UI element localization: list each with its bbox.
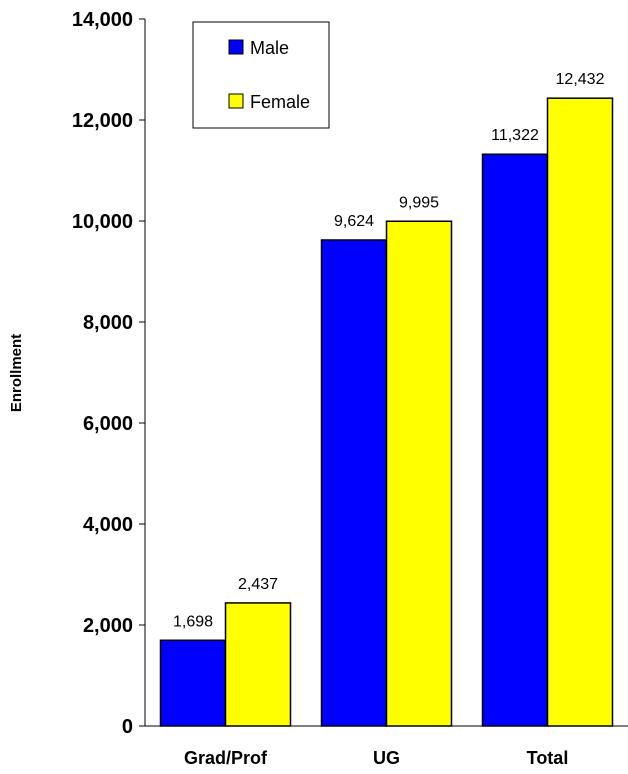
legend-swatch-female: [228, 93, 244, 109]
bar-female-1: [385, 220, 453, 727]
y-tick-label: 10,000: [72, 211, 133, 233]
data-label-male-2: 11,322: [491, 127, 539, 144]
bars: [159, 97, 614, 727]
data-labels: 1,698 2,437 9,624 9,995 11,322 12,432: [173, 71, 605, 630]
y-tick-label: 12,000: [72, 110, 133, 132]
data-label-female-0: 2,437: [238, 576, 278, 593]
bar-female-2: [546, 97, 614, 727]
y-tick-label: 4,000: [83, 514, 133, 536]
x-category-label: Grad/Prof: [184, 748, 268, 768]
legend: Male Female: [192, 21, 330, 129]
bar-male-1: [320, 239, 388, 727]
legend-swatch-male: [228, 39, 244, 55]
data-label-male-0: 1,698: [173, 613, 213, 630]
legend-box: [192, 21, 330, 129]
bar-male-2: [481, 153, 549, 727]
category-labels: Grad/Prof UG Total: [184, 748, 568, 768]
x-category-label: UG: [373, 748, 400, 768]
bar-male-0: [159, 639, 227, 727]
y-tick-label: 0: [122, 716, 133, 738]
x-category-label: Total: [527, 748, 569, 768]
y-axis-title: Enrollment: [8, 334, 25, 412]
data-label-female-1: 9,995: [399, 194, 439, 211]
data-label-female-2: 12,432: [556, 71, 605, 88]
y-axis-ticks: 0 2,000 4,000 6,000 8,000 10,000 12,000 14,000: [72, 9, 145, 738]
legend-label-female: Female: [250, 92, 310, 112]
y-tick-label: 2,000: [83, 615, 133, 637]
legend-label-male: Male: [250, 38, 289, 58]
y-tick-label: 14,000: [72, 9, 133, 31]
data-label-male-1: 9,624: [334, 213, 374, 230]
bar-female-0: [224, 602, 292, 727]
y-tick-label: 8,000: [83, 312, 133, 334]
y-tick-label: 6,000: [83, 413, 133, 435]
